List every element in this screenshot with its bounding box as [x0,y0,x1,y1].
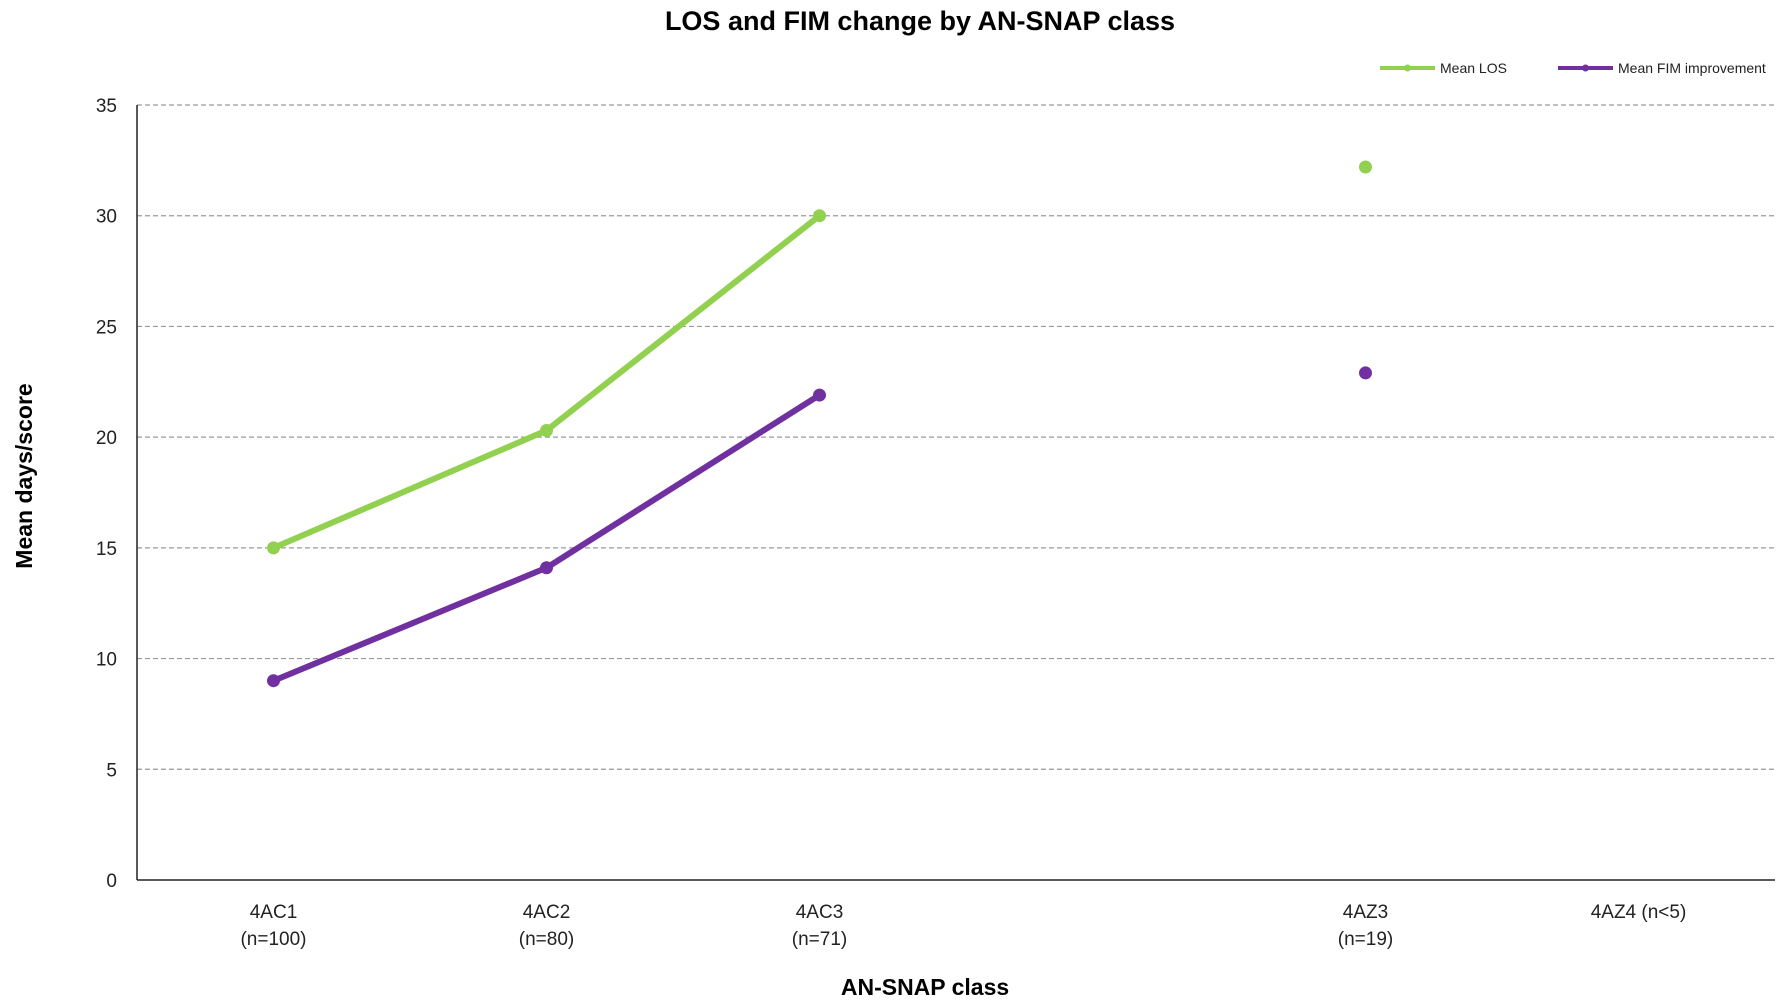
y-tick-labels: 0 5 10 15 20 25 30 35 [96,96,117,892]
legend-label: Mean FIM improvement [1618,60,1766,76]
y-tick-label: 30 [96,207,117,228]
y-tick-label: 5 [106,760,117,781]
series-line-segment [543,392,823,571]
data-point [813,209,826,223]
x-tick-labels: 4AC1 (n=100) 4AC2 (n=80) 4AC3 (n=71) 4AZ3 (n=19… [240,902,1686,950]
chart-title: LOS and FIM change by AN-SNAP class [665,6,1175,36]
x-category-sublabel: (n=80) [519,929,574,950]
y-tick-label: 35 [96,96,117,117]
axes [136,105,1775,881]
series-1 [267,366,1372,688]
data-point [540,561,553,575]
x-category-sublabel: (n=71) [792,929,847,950]
data-point [267,541,280,555]
data-point [540,424,553,437]
series-0 [267,160,1372,555]
series-line-segment [270,564,550,684]
y-tick-label: 20 [96,428,117,449]
y-tick-label: 15 [96,539,117,560]
x-category-label: 4AC1 [250,902,298,923]
y-axis-label: Mean days/score [11,383,37,568]
series-lines [267,160,1372,688]
x-category-label: 4AC3 [796,902,844,923]
y-tick-label: 0 [106,871,117,892]
x-category-label: 4AZ3 [1343,902,1388,923]
gridlines [137,104,1775,770]
y-tick-label: 25 [96,317,117,338]
data-point [267,674,280,688]
legend: Mean LOS Mean FIM improvement [1380,60,1766,76]
x-category-label: 4AC2 [523,902,571,923]
data-point [1359,160,1372,174]
legend-swatch-marker [1404,64,1411,72]
series-line-segment [270,427,550,551]
x-category-sublabel: (n=19) [1338,929,1393,950]
data-point [1359,366,1372,380]
y-tick-label: 10 [96,650,117,671]
x-category-sublabel: (n=100) [240,929,306,950]
legend-label: Mean LOS [1440,60,1507,76]
series-line-segment [543,212,823,434]
x-axis-label: AN-SNAP class [841,974,1009,1000]
data-point [813,388,826,402]
legend-swatch-marker [1582,64,1589,72]
x-category-label: 4AZ4 (n<5) [1591,902,1687,923]
